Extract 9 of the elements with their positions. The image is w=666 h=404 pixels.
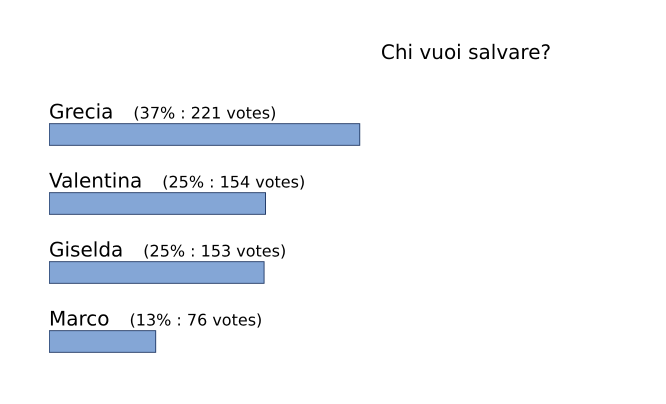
data-label: (37% : 221 votes) [133,104,276,122]
y-tick-label: Valentina [49,168,142,192]
data-label: (13% : 76 votes) [130,310,262,330]
text: Chi vuoi salvare? [380,40,552,64]
data-label: (25% : 154 votes) [162,172,306,192]
y-tick-label: Marco [49,306,110,330]
data-label: (25% : 153 votes) [143,242,286,260]
y-tick-label: Grecia [49,100,114,124]
y-tick-label: Giselda [49,238,124,262]
